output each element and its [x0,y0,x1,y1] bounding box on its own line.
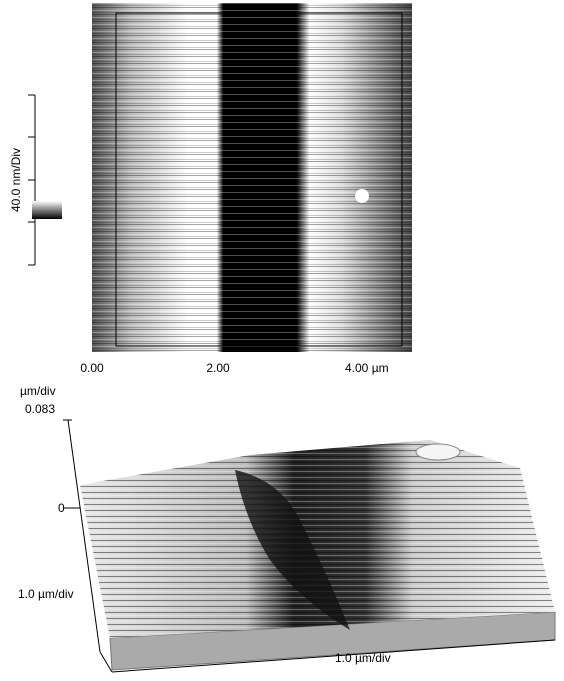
scan-lines [92,3,412,352]
x-scale-label: 1.0 µm/div [335,651,391,665]
x-tick-label: 2.00 [206,361,230,375]
z-zero-label: 0 [58,501,65,515]
bright-spot [355,189,369,203]
surface-plot [63,419,556,673]
surface-lines [80,440,555,638]
x-tick-label: 0.00 [80,361,104,375]
y-scale-label: 1.0 µm/div [18,587,74,601]
x-axis [111,639,556,673]
gray-scale-swatch [32,201,62,219]
z-max-label: 0.083 [25,402,55,416]
afm-image [92,3,412,352]
trench [235,470,350,630]
selection-box [115,12,403,347]
z-axis [67,419,101,653]
z-unit-label: µm/div [20,384,56,398]
y-axis [99,651,113,673]
x-tick-label: 4.00 µm [345,361,389,375]
scale-label: 40.0 nm/Div [9,148,23,212]
scale-bar: 40.0 nm/Div [9,94,62,266]
surface-bump [415,443,461,461]
